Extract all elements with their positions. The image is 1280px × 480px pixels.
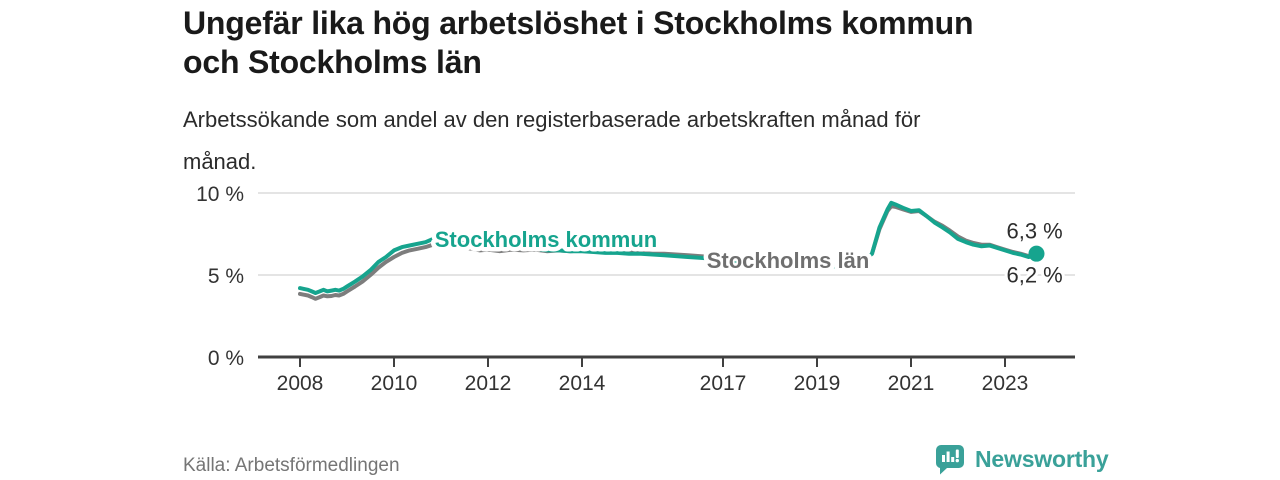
x-axis-label-2010: 2010 — [371, 372, 418, 395]
end-value-label-kommun: 6,3 % — [1006, 219, 1062, 244]
x-axis-label-2021: 2021 — [888, 372, 935, 395]
y-axis-label-0: 0 % — [208, 347, 244, 370]
series-line-lan — [298, 204, 1039, 301]
page-title-line-1: Ungefär lika hög arbetslöshet i Stockhol… — [183, 5, 974, 41]
chart-header: Ungefär lika hög arbetslöshet i Stockhol… — [183, 4, 1143, 183]
x-axis-label-2019: 2019 — [794, 372, 841, 395]
x-axis-label-2017: 2017 — [700, 372, 747, 395]
series-line-kommun — [298, 200, 1039, 295]
x-axis-label-2023: 2023 — [982, 372, 1029, 395]
series-label-kommun: Stockholms kommun — [435, 227, 657, 252]
newsworthy-wordmark: Newsworthy — [975, 445, 1109, 472]
chart-subtitle: Arbetssökande som andel av den registerb… — [183, 99, 1143, 183]
subtitle-line-1: Arbetssökande som andel av den registerb… — [183, 107, 921, 132]
newsworthy-logo[interactable]: Newsworthy — [934, 443, 1109, 475]
series-end-dot — [1028, 245, 1045, 262]
end-value-label-lan: 6,2 % — [1006, 262, 1062, 287]
x-axis-label-2014: 2014 — [559, 372, 606, 395]
subtitle-line-2: månad. — [183, 149, 257, 174]
page-title-line-2: och Stockholms län — [183, 44, 482, 80]
y-axis-label-10: 10 % — [196, 183, 244, 206]
source-note: Källa: Arbetsförmedlingen — [183, 455, 400, 476]
x-axis-label-2008: 2008 — [277, 372, 324, 395]
line-chart: 0 % 5 % 10 % 2008 2010 2012 2014 2017 2019 2021 20… — [0, 160, 1280, 410]
chart-canvas: 0 % 5 % 10 % 2008 2010 2012 2014 2017 2019 2021 20… — [196, 183, 1075, 395]
series-label-lan: Stockholms län — [707, 248, 870, 273]
newsworthy-bubble-icon — [936, 445, 964, 475]
y-axis-label-5: 5 % — [208, 265, 244, 288]
chart-footer: Källa: Arbetsförmedlingen Newsworthy — [0, 440, 1280, 480]
x-axis-label-2012: 2012 — [465, 372, 512, 395]
